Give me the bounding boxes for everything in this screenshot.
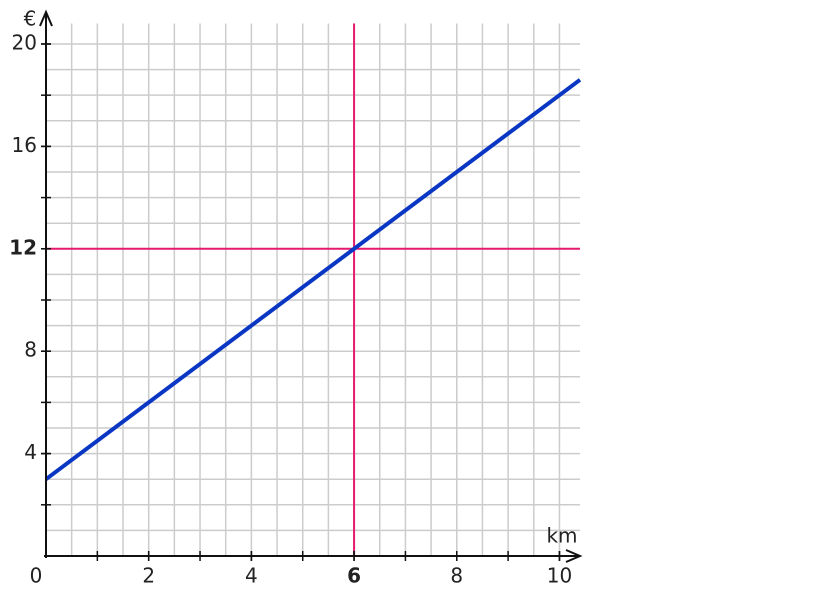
x-tick-label: 4 bbox=[245, 564, 258, 588]
y-tick-label: 12 bbox=[9, 235, 37, 259]
x-tick-label: 10 bbox=[547, 564, 572, 588]
data-line bbox=[44, 78, 582, 481]
axes: € km 0 2 4 6 8 10 4 8 12 16 20 bbox=[9, 7, 583, 588]
grid bbox=[46, 23, 580, 556]
y-tick-label: 8 bbox=[24, 338, 37, 362]
y-tick-label: 16 bbox=[12, 133, 37, 157]
x-tick-label: 6 bbox=[347, 564, 361, 588]
y-tick-label: 4 bbox=[24, 440, 37, 464]
y-tick-label: 20 bbox=[12, 30, 37, 54]
x-tick-label: 2 bbox=[142, 564, 155, 588]
x-axis-label: km bbox=[546, 524, 577, 548]
y-axis-label: € bbox=[24, 7, 37, 31]
x-axis-arrow bbox=[565, 549, 583, 563]
x-tick-label: 8 bbox=[450, 564, 463, 588]
x-tick-label: 0 bbox=[30, 564, 43, 588]
y-axis-arrow bbox=[39, 9, 53, 27]
marks bbox=[44, 23, 582, 556]
